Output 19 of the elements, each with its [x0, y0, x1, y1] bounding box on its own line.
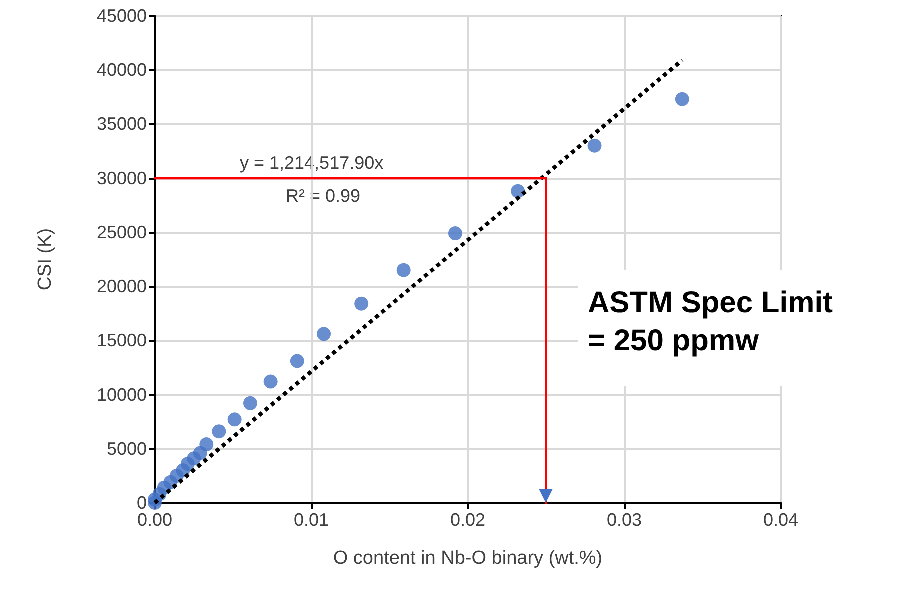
y-tick-label: 25000	[96, 222, 147, 242]
y-tick-label: 15000	[96, 330, 147, 351]
annotation: ASTM Spec Limit = 250 ppmw	[588, 286, 834, 358]
y-tick-label: 20000	[96, 276, 147, 297]
x-tick-label: 0.02	[450, 510, 486, 530]
y-tick-label: 5000	[106, 438, 147, 459]
y-tick-label: 35000	[96, 114, 147, 134]
x-tick-label: 0.03	[606, 510, 642, 530]
y-tick-label: 45000	[96, 6, 147, 26]
x-tick-label: 0.04	[763, 510, 799, 530]
y-tick-label: 0	[136, 493, 147, 513]
y-tick-label: 30000	[96, 168, 147, 188]
annotation: y = 1,214,517.90x	[240, 153, 384, 173]
x-tick-label: 0.01	[294, 510, 330, 530]
x-axis-title: O content in Nb-O binary (wt.%)	[333, 548, 603, 569]
x-tick-label: 0.00	[137, 510, 173, 530]
y-axis-title: CSI (K)	[35, 228, 56, 291]
y-tick-label: 10000	[96, 384, 147, 405]
y-tick-label: 40000	[96, 60, 147, 80]
